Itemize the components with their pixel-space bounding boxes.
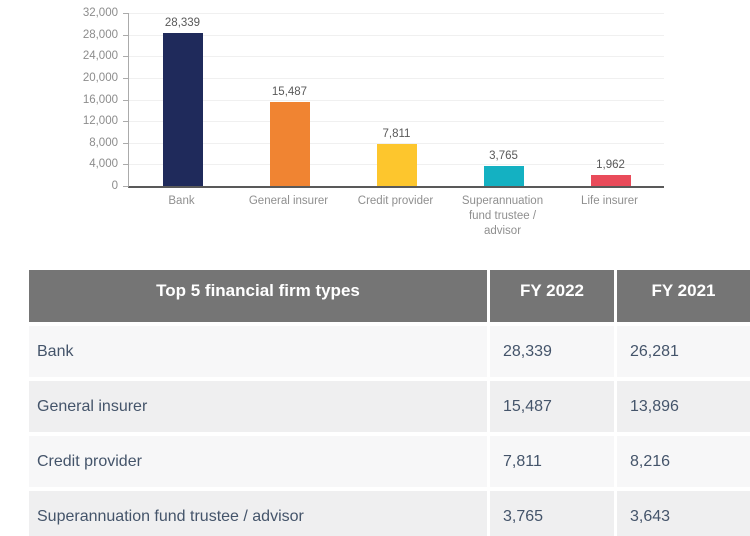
bar-value-label: 3,765 xyxy=(489,149,518,162)
bar-slot: 1,962 xyxy=(557,13,664,186)
gridline xyxy=(129,34,664,36)
table-header-fy2022: FY 2022 xyxy=(490,270,614,322)
table-cell-fy2021: 13,896 xyxy=(617,381,750,432)
bar-slot: 3,765 xyxy=(450,13,557,186)
x-axis-category-label: Life insurer xyxy=(581,195,638,207)
table-row-label: Superannuation fund trustee / advisor xyxy=(29,491,487,536)
y-axis-tick-mark xyxy=(123,121,128,123)
top-firm-types-table: Top 5 financial firm types FY 2022 FY 20… xyxy=(29,270,750,536)
x-axis-category-label: General insurer xyxy=(248,195,329,207)
bar-general-insurer xyxy=(269,102,310,186)
y-axis-tick-label: 28,000 xyxy=(82,28,118,41)
table-cell-fy2022: 7,811 xyxy=(490,436,614,487)
bar-superannuation-fund-trustee-advisor xyxy=(483,165,524,186)
chart-plot-area: 28,339 15,487 7,811 3,765 1,962 xyxy=(123,13,664,188)
table-header-fy2021-label: FY 2021 xyxy=(651,281,716,300)
y-axis-tick-mark xyxy=(123,164,128,166)
table-row-label: Bank xyxy=(29,326,487,377)
gridline xyxy=(129,142,664,144)
y-axis-tick-label: 0 xyxy=(111,180,118,192)
table-header-firm-type-label: Top 5 financial firm types xyxy=(156,281,360,300)
y-axis-tick-label: 12,000 xyxy=(82,115,118,128)
gridline xyxy=(129,121,664,123)
y-axis-tick-mark xyxy=(123,13,128,14)
table-row-label: General insurer xyxy=(29,381,487,432)
x-axis-category-label: Superannuation fund trustee / advisor xyxy=(461,195,544,237)
bar-slot: 7,811 xyxy=(343,13,450,186)
bar-series: 28,339 15,487 7,811 3,765 1,962 xyxy=(129,13,664,186)
x-axis-category-labels: Bank General insurer Credit provider Supera… xyxy=(128,194,663,239)
y-axis-tick-mark xyxy=(123,142,128,144)
x-axis-category-label: Bank xyxy=(168,195,195,207)
table-cell-fy2021: 3,643 xyxy=(617,491,750,536)
table-cell-fy2022: 28,339 xyxy=(490,326,614,377)
gridline xyxy=(129,99,664,101)
gridline xyxy=(129,77,664,79)
table-cell-fy2021: 26,281 xyxy=(617,326,750,377)
y-axis-tick-label: 4,000 xyxy=(89,158,118,171)
y-axis-tick-label: 8,000 xyxy=(89,136,118,149)
table-row-label: Credit provider xyxy=(29,436,487,487)
y-axis-tick-label: 20,000 xyxy=(82,71,118,84)
table-header-firm-type: Top 5 financial firm types xyxy=(29,270,487,322)
bar-value-label: 15,487 xyxy=(271,86,308,99)
table-header-fy2021: FY 2021 xyxy=(617,270,750,322)
y-axis-tick-label: 32,000 xyxy=(82,7,118,19)
bar-credit-provider xyxy=(376,143,417,186)
y-axis-tick-mark xyxy=(123,34,128,36)
x-axis-category-label: Credit provider xyxy=(357,195,434,207)
table-cell-fy2022: 3,765 xyxy=(490,491,614,536)
y-axis-tick-label: 24,000 xyxy=(82,50,118,63)
bar-chart: 32,000 28,000 24,000 20,000 16,000 12,000 8,00… xyxy=(0,0,750,260)
bar-slot: 28,339 xyxy=(129,13,236,186)
bar-value-label: 28,339 xyxy=(164,16,201,29)
table-cell-fy2022: 15,487 xyxy=(490,381,614,432)
y-axis-tick-mark xyxy=(123,99,128,101)
gridline xyxy=(129,13,664,14)
y-axis-tick-mark xyxy=(123,186,128,187)
bar-life-insurer xyxy=(590,175,631,186)
bar-bank xyxy=(162,32,203,186)
table-header-fy2022-label: FY 2022 xyxy=(520,281,584,300)
y-axis-tick-mark xyxy=(123,56,128,58)
table-cell-fy2021: 8,216 xyxy=(617,436,750,487)
y-axis-tick-label: 16,000 xyxy=(82,93,118,106)
bar-slot: 15,487 xyxy=(236,13,343,186)
y-axis-tick-mark xyxy=(123,77,128,79)
bar-value-label: 1,962 xyxy=(596,159,625,172)
gridline xyxy=(129,56,664,58)
bar-value-label: 7,811 xyxy=(382,127,411,140)
